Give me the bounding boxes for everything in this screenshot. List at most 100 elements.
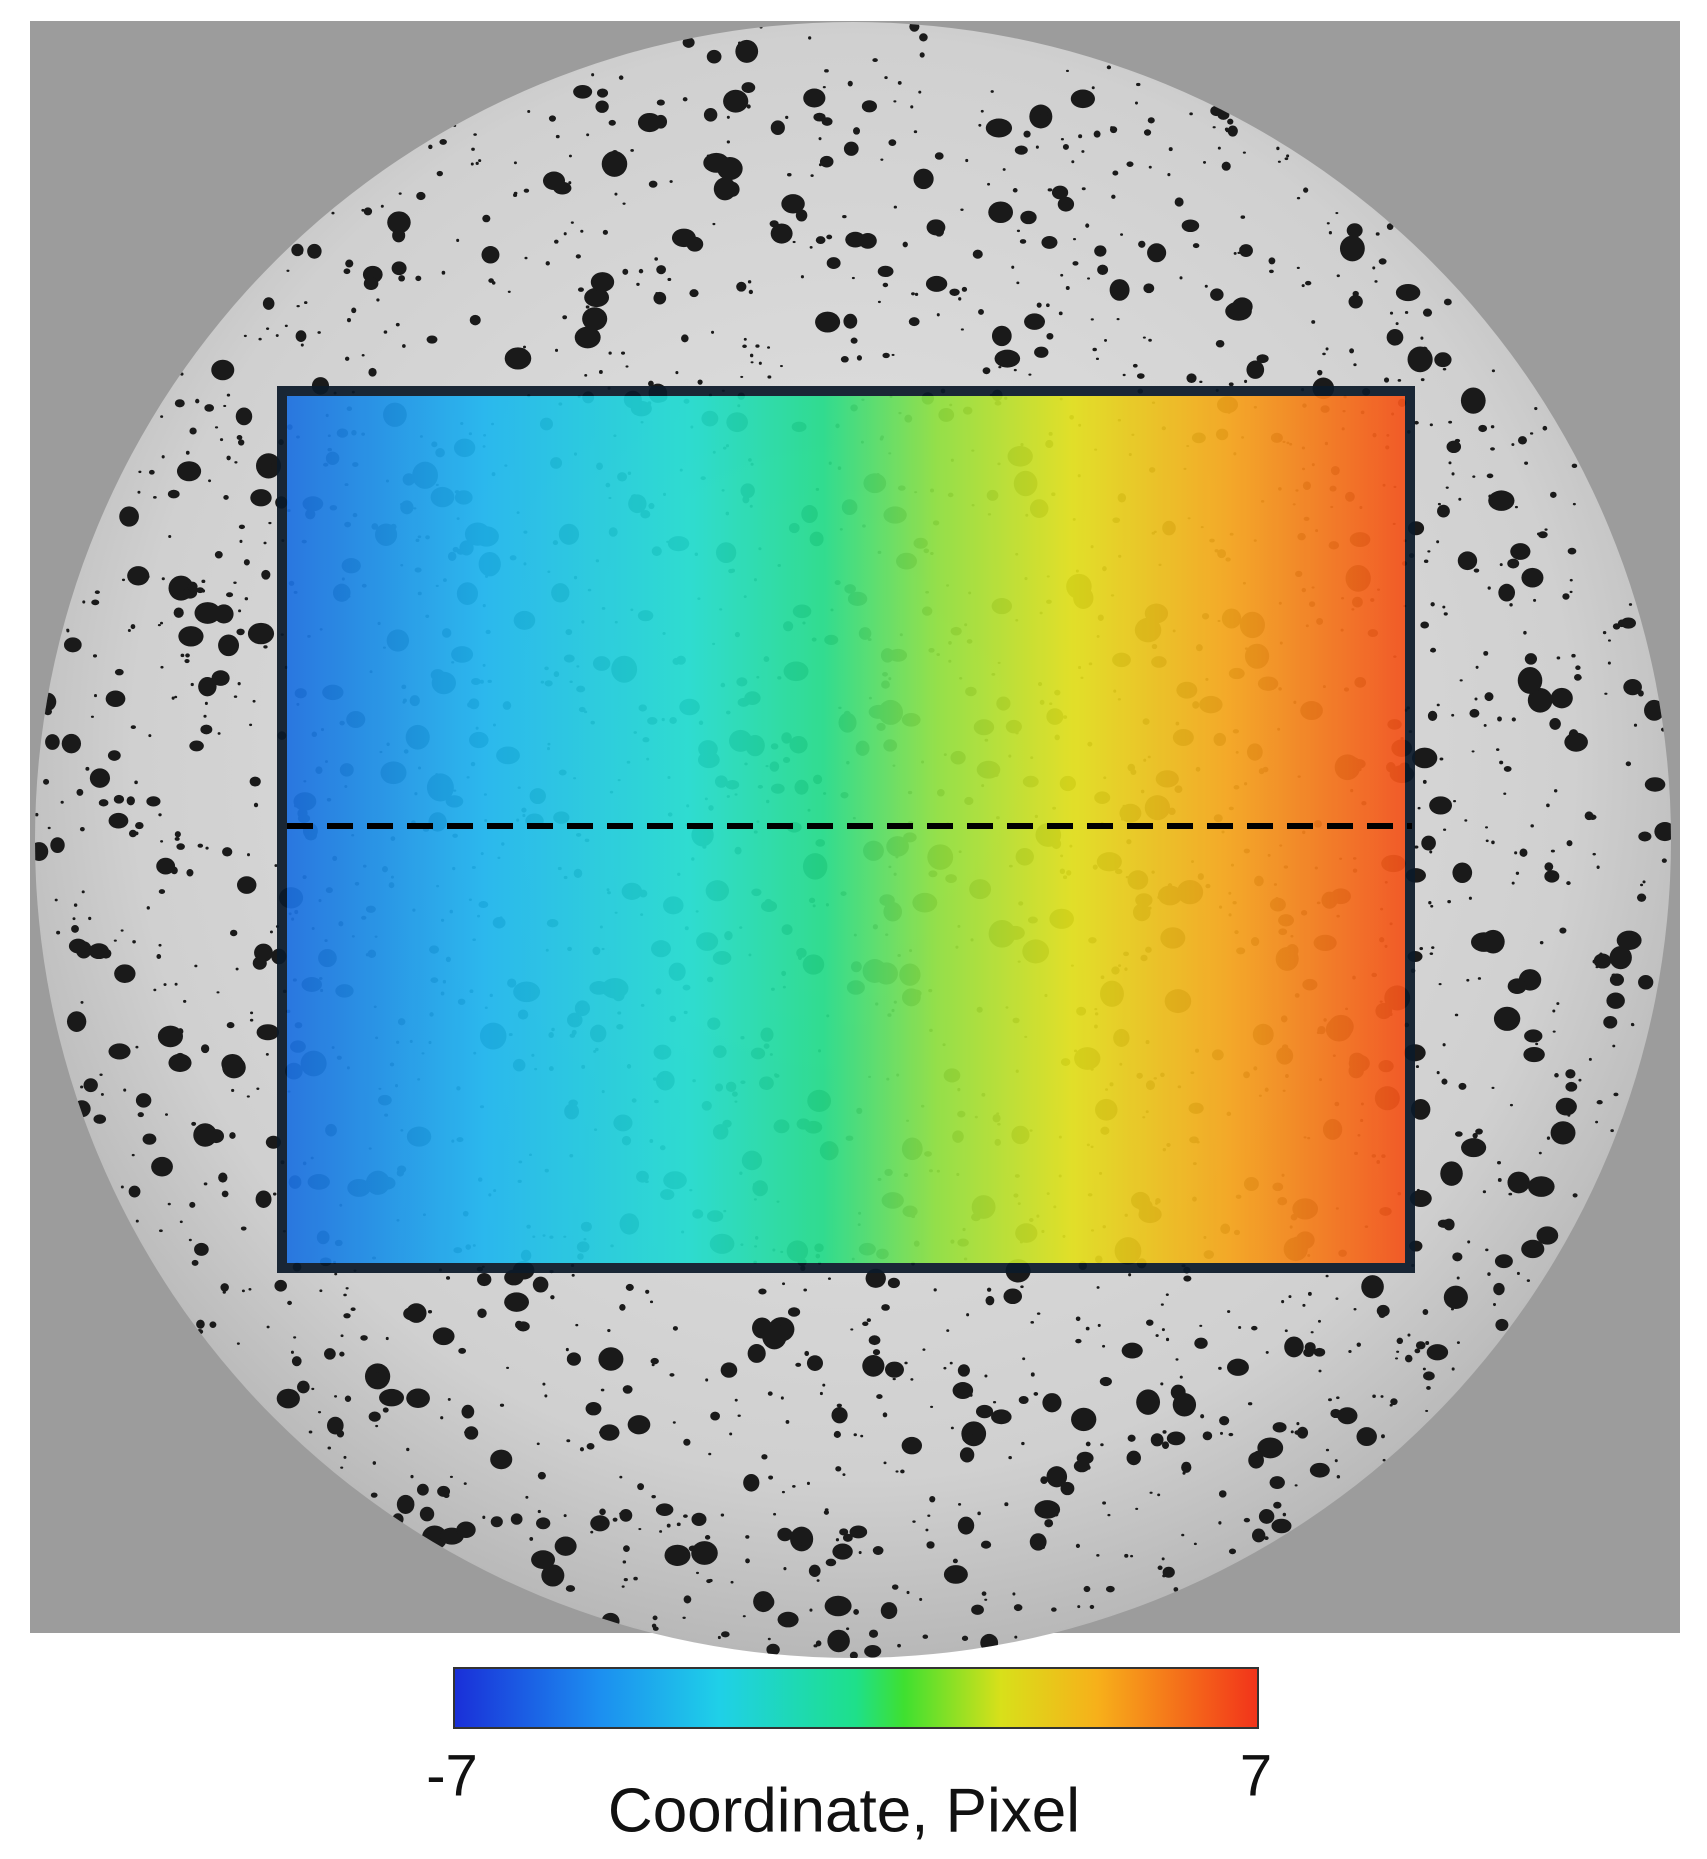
speckle — [158, 1229, 163, 1233]
speckle — [1607, 639, 1611, 642]
speckle — [1239, 244, 1253, 257]
speckle — [398, 192, 402, 195]
speckle — [1149, 1491, 1153, 1494]
speckle — [822, 1383, 826, 1387]
speckle — [566, 1352, 581, 1366]
speckle — [574, 326, 601, 349]
speckle — [618, 75, 624, 80]
speckle — [590, 1530, 594, 1534]
speckle — [215, 364, 219, 368]
speckle — [1034, 346, 1049, 358]
speckle — [300, 343, 304, 347]
speckle — [596, 88, 609, 98]
speckle — [1607, 661, 1611, 665]
speckle — [1526, 1279, 1531, 1283]
speckle — [236, 435, 243, 441]
speckle — [1097, 264, 1109, 275]
speckle — [156, 857, 176, 875]
speckle — [1155, 1334, 1159, 1338]
speckle — [477, 1308, 487, 1319]
speckle — [1487, 586, 1491, 590]
speckle — [919, 33, 928, 42]
speckle — [853, 127, 861, 135]
speckle — [806, 1355, 823, 1371]
speckle — [221, 1053, 244, 1074]
speckle — [1303, 187, 1309, 193]
speckle — [194, 964, 198, 968]
speckle — [683, 1438, 691, 1446]
speckle — [1091, 86, 1095, 90]
speckle — [1284, 157, 1289, 161]
speckle — [703, 108, 718, 122]
speckle — [649, 1300, 654, 1304]
speckle — [406, 1447, 410, 1452]
speckle — [1456, 1276, 1460, 1280]
speckle — [156, 954, 162, 960]
speckle — [895, 1470, 899, 1473]
speckle — [1575, 665, 1581, 670]
speckle — [1486, 473, 1494, 479]
colorbar — [453, 1667, 1259, 1729]
speckle — [239, 539, 243, 544]
speckle — [1549, 717, 1561, 730]
speckle — [1562, 593, 1570, 600]
speckle — [1493, 1006, 1521, 1031]
speckle — [586, 133, 590, 137]
speckle — [379, 1388, 404, 1407]
speckle — [523, 345, 527, 349]
speckle — [675, 371, 679, 375]
speckle — [250, 489, 272, 507]
speckle — [1090, 318, 1094, 321]
speckle — [238, 439, 245, 446]
speckle — [984, 1374, 988, 1378]
speckle — [291, 1356, 302, 1367]
speckle — [544, 1394, 548, 1398]
speckle — [1404, 311, 1409, 314]
speckle — [1361, 1275, 1384, 1299]
speckle — [1595, 1120, 1599, 1124]
speckle — [602, 229, 608, 235]
speckle — [872, 1546, 884, 1555]
speckle — [1610, 1129, 1614, 1133]
speckle — [146, 575, 150, 579]
speckle — [220, 1283, 229, 1292]
speckle — [656, 265, 666, 275]
speckle — [1487, 1272, 1491, 1276]
speckle — [1436, 1070, 1440, 1075]
speckle — [980, 109, 984, 113]
speckle — [1517, 436, 1527, 445]
speckle — [1030, 1372, 1035, 1377]
speckle — [961, 1421, 987, 1447]
speckle — [1550, 849, 1555, 853]
speckle — [743, 1473, 760, 1492]
speckle — [1426, 1344, 1449, 1361]
speckle — [611, 149, 619, 157]
speckle — [1458, 497, 1462, 501]
speckle — [1150, 1433, 1164, 1447]
speckle — [504, 1292, 530, 1312]
speckle — [818, 137, 822, 141]
speckle — [1135, 1507, 1139, 1510]
speckle — [582, 307, 608, 331]
speckle — [1020, 210, 1037, 225]
speckle — [237, 681, 241, 686]
speckle — [168, 1053, 192, 1073]
speckle — [734, 1398, 738, 1402]
speckle — [428, 144, 433, 150]
speckle — [174, 399, 185, 408]
speckle — [90, 715, 94, 718]
speckle — [1571, 653, 1576, 658]
speckle — [608, 351, 612, 355]
speckle — [1243, 1517, 1251, 1523]
speckle — [1194, 1337, 1208, 1349]
speckle — [783, 1567, 787, 1571]
speckle — [726, 140, 730, 144]
speckle — [375, 1424, 379, 1428]
speckle — [364, 1363, 391, 1390]
speckle — [54, 898, 58, 902]
speckle — [257, 466, 261, 470]
speckle — [363, 276, 379, 290]
speckle — [532, 1276, 549, 1293]
